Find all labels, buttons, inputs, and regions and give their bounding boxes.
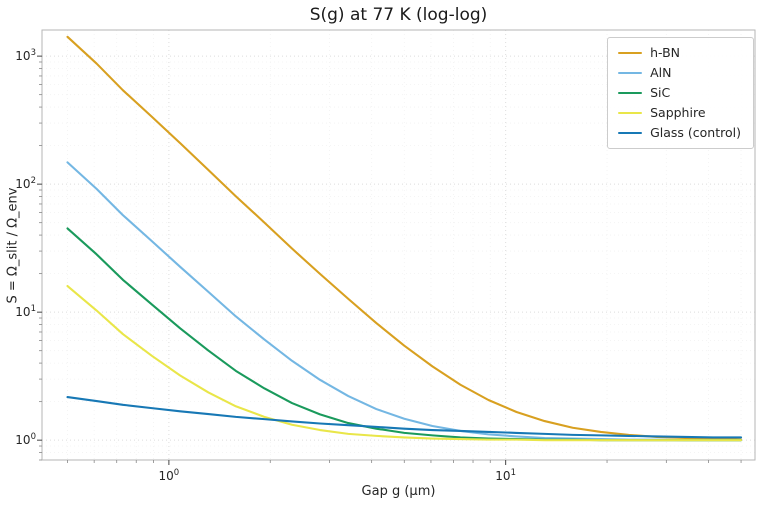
- series-line-sapphire: [66, 284, 743, 442]
- legend-item-hbn: h-BN: [618, 46, 741, 60]
- y-axis-label: S = Ω_slit / Ω_env: [5, 187, 21, 304]
- legend-item-aln: AlN: [618, 66, 741, 80]
- y-tick-label: 100: [15, 432, 36, 448]
- legend: h-BN AlN SiC Sapphire Glass (control): [607, 37, 754, 149]
- legend-line-swatch: [618, 131, 643, 135]
- x-axis-label: Gap g (μm): [361, 484, 436, 499]
- series-line-glass-control-: [66, 396, 743, 439]
- y-tick-label: 101: [15, 304, 36, 320]
- legend-label: AlN: [650, 65, 672, 80]
- y-tick-label: 102: [15, 176, 36, 192]
- y-tick-label: 103: [15, 48, 36, 64]
- x-tick-label: 100: [158, 468, 180, 483]
- chart-title: S(g) at 77 K (log-log): [309, 5, 488, 25]
- legend-line-swatch: [618, 91, 643, 95]
- legend-label: Glass (control): [650, 125, 741, 140]
- legend-item-glass: Glass (control): [618, 126, 741, 140]
- legend-label: h-BN: [650, 45, 681, 60]
- legend-label: SiC: [650, 85, 671, 100]
- legend-item-sic: SiC: [618, 86, 741, 100]
- legend-line-swatch: [618, 71, 643, 75]
- legend-line-swatch: [618, 51, 643, 55]
- legend-label: Sapphire: [650, 105, 706, 120]
- plot-frame: [41, 29, 756, 461]
- legend-line-swatch: [618, 111, 643, 115]
- legend-item-sapphire: Sapphire: [618, 106, 741, 120]
- x-tick-label: 101: [495, 468, 516, 483]
